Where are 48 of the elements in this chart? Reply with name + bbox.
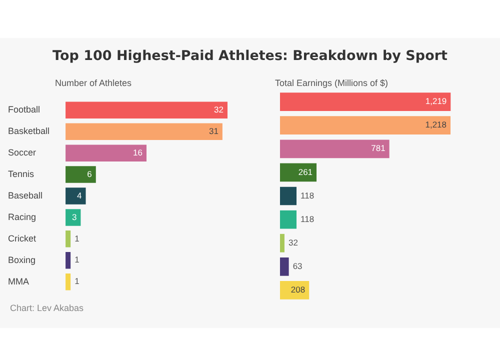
- y-tick-label: Baseball: [8, 190, 43, 200]
- y-tick-label: Racing: [8, 212, 36, 222]
- data-label: 1,218: [425, 120, 447, 130]
- data-label: 781: [371, 143, 386, 154]
- data-label: 118: [300, 190, 314, 200]
- bar: [280, 210, 297, 229]
- bar: [280, 116, 451, 135]
- y-tick-label: Tennis: [8, 169, 35, 180]
- bar: [66, 209, 81, 226]
- data-label: 118: [300, 214, 314, 224]
- data-label: 31: [208, 126, 219, 136]
- y-tick-label: Boxing: [8, 254, 36, 265]
- data-label: 1: [74, 254, 80, 265]
- bar: [66, 230, 71, 248]
- y-tick-label: Basketball: [8, 126, 50, 136]
- y-tick-label: Cricket: [8, 233, 36, 244]
- data-label: 32: [288, 237, 298, 248]
- data-label: 16: [133, 147, 143, 158]
- bar: [66, 102, 228, 119]
- y-tick-label: Football: [8, 104, 40, 115]
- data-label: 1: [74, 276, 80, 286]
- text: Chart: Lev Akabas: [10, 303, 84, 313]
- y-tick-label: MMA: [8, 276, 29, 286]
- bar: [280, 163, 317, 182]
- bar: [280, 281, 310, 300]
- bar: [66, 123, 222, 140]
- data-label: 32: [214, 104, 224, 114]
- data-label: 208: [290, 284, 306, 295]
- chart-subtitle: Total Earnings (Millions of $): [274, 78, 390, 90]
- chart-subtitle: Number of Athletes: [54, 78, 133, 90]
- data-label: 1,219: [425, 96, 447, 106]
- bar: [280, 186, 297, 206]
- bar: [280, 92, 451, 111]
- data-label: 6: [87, 168, 92, 179]
- data-label: 1: [74, 233, 80, 244]
- chart-title: Top 100 Highest-Paid Athletes: Breakdown by Sport: [52, 48, 448, 64]
- bar: [280, 257, 289, 276]
- data-label: 4: [77, 190, 82, 200]
- bar: [66, 144, 147, 162]
- bar: [280, 234, 284, 252]
- bar: [66, 188, 86, 204]
- data-label: 261: [298, 166, 313, 177]
- y-tick-label: Soccer: [8, 148, 36, 158]
- bar: [66, 166, 96, 183]
- data-label: 63: [292, 261, 303, 272]
- bar: [66, 252, 71, 269]
- bar: [280, 140, 390, 158]
- data-label: 3: [72, 212, 77, 222]
